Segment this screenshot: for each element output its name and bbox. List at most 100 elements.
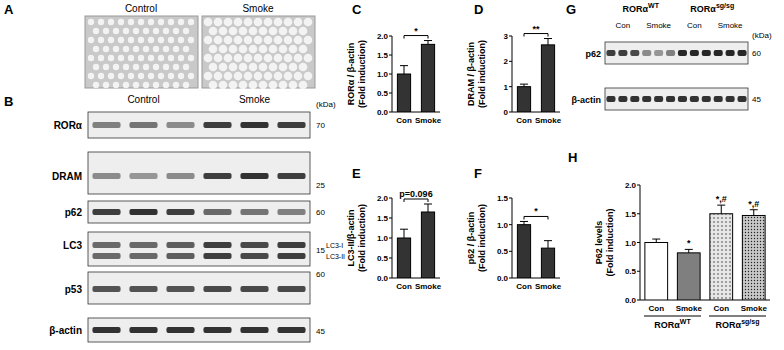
blot-band: [714, 50, 723, 56]
category-label: Con: [516, 116, 532, 125]
bracket: [524, 216, 548, 219]
blot-band: [726, 96, 735, 102]
axis-title: (Fold induction): [477, 40, 487, 108]
panel-label: A: [4, 2, 14, 17]
alveolus: [259, 27, 268, 36]
blot-band: [240, 173, 268, 179]
blot-band: [129, 122, 157, 128]
alveolus: [173, 64, 179, 70]
alveolus: [254, 72, 263, 81]
alveolus: [148, 37, 154, 43]
y-tick: [637, 300, 640, 301]
band-label: LC3-II: [326, 253, 345, 260]
error-line: [688, 249, 689, 252]
western-blot: RORα70DRAM25p6260LC315LC3-ILC3-IIp5360β-…: [49, 112, 345, 342]
alveolus: [128, 55, 134, 61]
significance: *: [534, 206, 538, 216]
blot-band: [240, 286, 268, 292]
y-tick-label: 0.0: [497, 274, 509, 283]
alveolus: [123, 82, 129, 88]
alveolus: [178, 19, 184, 25]
error-bar: [424, 41, 432, 45]
alveolus: [118, 73, 124, 79]
histology-image: [202, 16, 315, 89]
group-label-sup: sg/sg: [741, 318, 759, 326]
condition-label: Con: [687, 21, 702, 30]
blot-band: [702, 50, 711, 56]
alveolus: [168, 73, 174, 79]
group-label-text: RORα: [690, 4, 716, 14]
bars: [517, 221, 554, 278]
alveolus: [274, 54, 283, 63]
bar-chart: C0.00.51.01.52.0RORα / β-actin(Fold indu…: [346, 2, 442, 125]
alveolus: [143, 64, 149, 70]
blot-band: [129, 209, 157, 215]
y-tick-label: 1.5: [377, 214, 389, 223]
category-label: Smoke: [535, 282, 562, 291]
category-label: Smoke: [415, 116, 442, 125]
y-tick-label: 0.0: [625, 296, 637, 305]
alveolus: [269, 63, 278, 72]
blot-band: [642, 96, 651, 102]
alveolus: [113, 46, 119, 52]
alveolus: [209, 45, 218, 54]
alveolus: [103, 82, 109, 88]
panel-label: G: [566, 2, 576, 17]
alveolus: [163, 46, 169, 52]
panel-label: E: [352, 166, 361, 181]
alveolus: [304, 18, 313, 27]
alveolus: [264, 36, 273, 45]
alveolus: [274, 18, 283, 27]
bar: [517, 225, 530, 278]
group-header: Control: [127, 94, 159, 105]
alveolus: [188, 37, 194, 43]
significance: *: [687, 238, 691, 248]
alveolus: [178, 55, 184, 61]
axis-title: (Fold induction): [477, 204, 487, 272]
y-tick: [389, 93, 392, 94]
y-tick: [509, 36, 512, 37]
blot-band: [277, 253, 305, 259]
alveolus: [88, 19, 94, 25]
alveolus: [214, 18, 223, 27]
alveolus: [224, 72, 233, 81]
error-cap: [750, 209, 758, 210]
blot-band: [203, 286, 231, 292]
alveolus: [244, 54, 253, 63]
alveolus: [294, 72, 303, 81]
blot-row-label: β-actin: [572, 95, 602, 105]
blot-band: [240, 242, 268, 248]
bar-chart: F0.00.51.01.5p62 / β-actin(Fold inductio…: [466, 166, 562, 291]
alveolus: [168, 19, 174, 25]
error-cap: [520, 84, 528, 85]
blot-band: [277, 327, 305, 333]
blot-strip: [88, 232, 310, 266]
error-bar: [685, 249, 693, 252]
axis-title: P62 levels: [594, 221, 604, 265]
alveolus: [244, 36, 253, 45]
alveolus: [108, 37, 114, 43]
y-tick-label: 0: [504, 108, 509, 117]
alveolus: [204, 72, 213, 81]
alveolus: [234, 36, 243, 45]
alveolus: [183, 64, 189, 70]
blot-band: [240, 327, 268, 333]
error-line: [548, 241, 549, 248]
blot-band: [277, 209, 305, 215]
condition-label: Smoke: [646, 21, 671, 30]
alveolus: [229, 45, 238, 54]
alveolus: [123, 46, 129, 52]
alveolus: [249, 81, 258, 90]
blot-band: [630, 96, 639, 102]
axis-title: (Fold induction): [605, 209, 615, 277]
error-cap: [544, 240, 552, 241]
alveolus: [249, 45, 258, 54]
bracket: [524, 34, 548, 37]
alveolus: [173, 28, 179, 34]
group-label-sup: WT: [648, 2, 660, 9]
alveolus: [168, 37, 174, 43]
alveolus: [299, 45, 308, 54]
unit-label: (kDa): [752, 31, 772, 40]
alveolus: [214, 54, 223, 63]
group-label: RORαsg/sg: [716, 318, 760, 330]
